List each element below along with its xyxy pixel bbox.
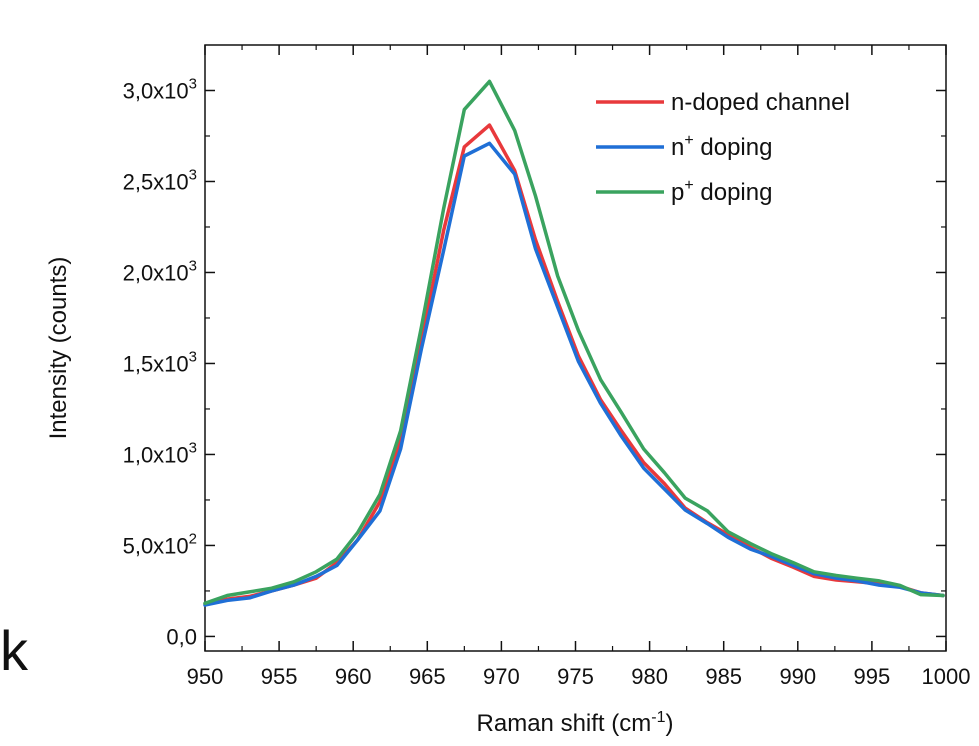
edge-letter: k [0, 619, 28, 682]
y-tick-label: 1,5x103 [123, 348, 197, 376]
y-tick-label: 2,0x103 [123, 257, 197, 285]
legend-label: n+ doping [671, 132, 772, 161]
y-axis-ticks: 0,0 5,0x102 1,0x103 1,5x103 2,0x103 2,5x103 3,… [123, 75, 946, 649]
legend-label: p+ doping [671, 177, 772, 206]
y-tick-label: 1,0x103 [123, 439, 197, 467]
x-tick-label: 990 [779, 664, 816, 689]
x-tick-label: 975 [557, 664, 594, 689]
series-line-3 [203, 79, 945, 606]
y-tick-label: 2,5x103 [123, 166, 197, 194]
y-tick-label: 5,0x102 [123, 530, 197, 558]
legend: n-doped channel n+ doping p+ doping [596, 89, 850, 206]
y-axis-title: Intensity (counts) [45, 257, 72, 440]
x-tick-label: 950 [187, 664, 224, 689]
legend-label: n-doped channel [671, 89, 850, 116]
y-tick-label: 3,0x103 [123, 75, 197, 103]
x-tick-label: 995 [854, 664, 891, 689]
x-tick-label: 1000 [922, 664, 971, 689]
x-tick-label: 965 [409, 664, 446, 689]
series-line-1 [203, 123, 945, 606]
x-tick-label: 960 [335, 664, 372, 689]
x-axis-ticks: 950 955 960 965 970 975 980 985 990 995 1000 [187, 45, 971, 689]
y-tick-label: 0,0 [166, 624, 197, 649]
series-lines [203, 79, 945, 607]
x-axis-title: Raman shift (cm-1) [477, 709, 674, 737]
x-tick-label: 985 [705, 664, 742, 689]
x-tick-label: 980 [631, 664, 668, 689]
x-tick-label: 970 [483, 664, 520, 689]
series-line-2 [203, 141, 945, 607]
x-tick-label: 955 [261, 664, 298, 689]
